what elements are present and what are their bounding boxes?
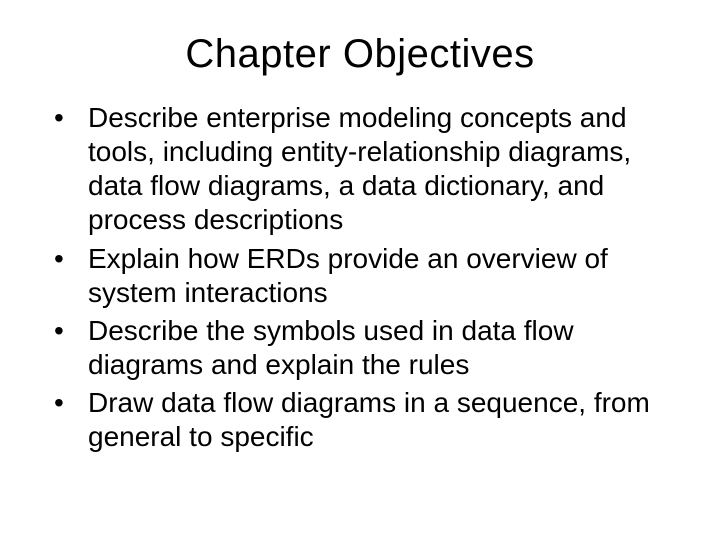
list-item: Draw data flow diagrams in a sequence, f… [54,386,680,454]
bullet-list: Describe enterprise modeling concepts an… [40,101,680,455]
page-title: Chapter Objectives [40,32,680,77]
slide: Chapter Objectives Describe enterprise m… [0,0,720,540]
list-item: Describe enterprise modeling concepts an… [54,101,680,238]
list-item: Explain how ERDs provide an overview of … [54,242,680,310]
list-item: Describe the symbols used in data flow d… [54,314,680,382]
